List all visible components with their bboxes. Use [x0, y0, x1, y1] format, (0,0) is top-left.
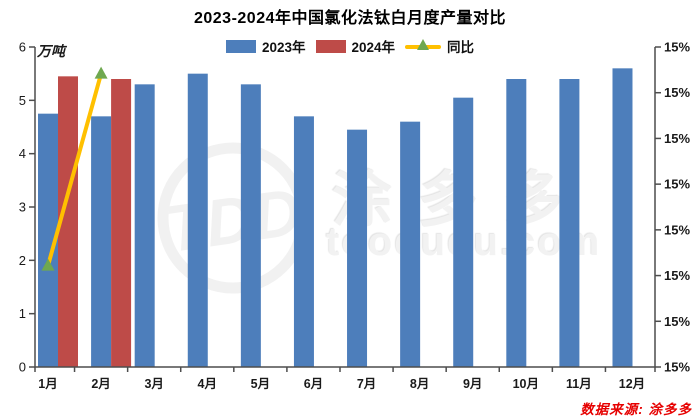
month-label-7月: 7月	[357, 377, 376, 391]
right-axis-label-1: 15%	[664, 85, 690, 100]
right-axis-label-5: 15%	[664, 268, 690, 283]
right-axis-label-4: 15%	[664, 222, 690, 237]
left-axis-label-0: 0	[19, 360, 26, 375]
right-axis-label-6: 15%	[664, 314, 690, 329]
bar-2023-9月	[453, 97, 474, 368]
month-label-8月: 8月	[410, 377, 429, 391]
right-axis-label-7: 15%	[664, 360, 690, 375]
month-label-9月: 9月	[463, 377, 482, 391]
bar-2023-4月	[187, 73, 208, 368]
left-axis-label-1: 1	[19, 306, 26, 321]
bar-2023-8月	[400, 121, 421, 368]
yoy-line	[46, 71, 104, 268]
legend-item-2023: 2023年	[225, 36, 306, 56]
month-label-3月: 3月	[144, 377, 163, 391]
month-label-12月: 12月	[619, 377, 645, 391]
bar-2023-7月	[347, 129, 368, 367]
month-label-1月: 1月	[38, 377, 57, 391]
chart-title: 2023-2024年中国氯化法钛白月度产量对比	[193, 10, 507, 27]
left-axis-label-4: 4	[19, 146, 26, 161]
legend-label-yoy: 同比	[447, 40, 475, 55]
bar-2023-2月	[91, 116, 112, 367]
legend-swatch-2023	[225, 39, 256, 53]
yoy-marker-2月	[94, 66, 108, 79]
left-axis-label-3: 3	[19, 200, 26, 215]
month-label-4月: 4月	[198, 377, 217, 391]
yoy-marker-1月	[41, 258, 55, 271]
legend-label-2024: 2024年	[351, 40, 396, 55]
month-label-6月: 6月	[304, 377, 323, 391]
left-axis-label-2: 2	[19, 253, 26, 268]
left-axis-label-6: 6	[19, 40, 26, 55]
legend: 2023年 2024年 同比	[0, 36, 700, 56]
legend-item-2024: 2024年	[315, 36, 396, 56]
left-axis-label-5: 5	[19, 93, 26, 108]
right-axis-label-3: 15%	[664, 177, 690, 192]
legend-label-2023: 2023年	[261, 40, 306, 55]
month-label-2月: 2月	[91, 377, 110, 391]
month-label-5月: 5月	[251, 377, 270, 391]
right-axis-label-2: 15%	[664, 131, 690, 146]
legend-item-yoy: 同比	[405, 36, 474, 56]
triangle-up-icon	[417, 39, 430, 50]
bar-2024-1月	[58, 76, 78, 367]
month-label-11月: 11月	[566, 377, 592, 391]
legend-swatch-2024	[315, 39, 346, 53]
bar-2023-11月	[559, 79, 580, 367]
bar-2023-6月	[293, 116, 314, 367]
bar-2023-5月	[240, 84, 261, 367]
bar-2023-10月	[506, 79, 527, 367]
bar-2024-2月	[111, 79, 132, 367]
month-label-10月: 10月	[513, 377, 539, 391]
bar-2023-12月	[612, 68, 633, 367]
data-source-note: 数据来源: 涂多多	[580, 402, 692, 417]
legend-line-marker	[405, 39, 442, 53]
y-axis-unit-label: 万吨	[36, 43, 68, 59]
right-axis-label-0: 15%	[664, 40, 690, 55]
bar-2023-1月	[38, 113, 58, 368]
bar-2023-3月	[134, 84, 155, 367]
